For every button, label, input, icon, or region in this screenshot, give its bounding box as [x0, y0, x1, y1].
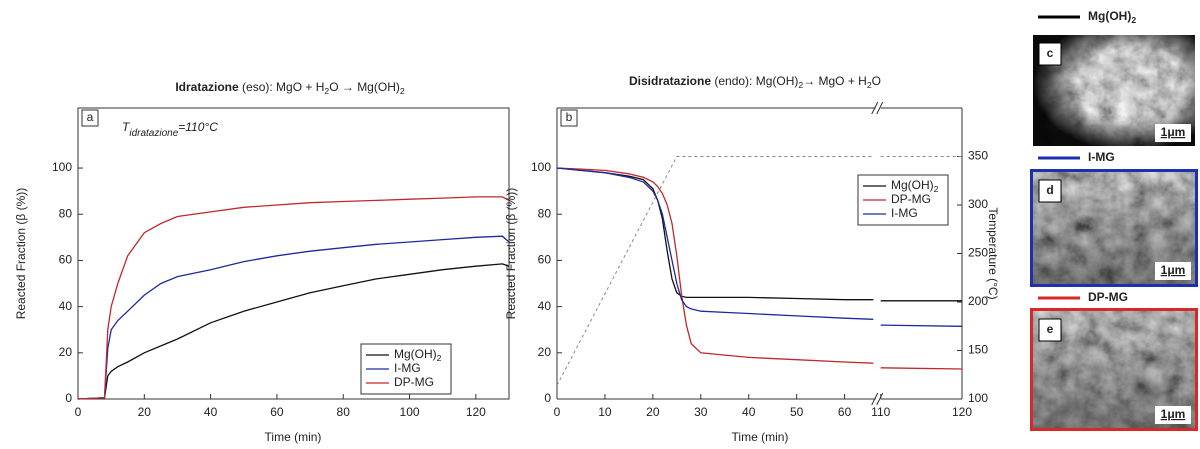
x-tick-label: 20	[646, 405, 660, 419]
x-axis-label: Time (min)	[265, 430, 322, 444]
chart-title: Idratazione (eso): MgO + H2O → Mg(OH)2	[175, 80, 405, 96]
sem-title: I-MG	[1088, 150, 1115, 164]
sem-letter-box	[1038, 42, 1062, 66]
y2-tick-label: 250	[968, 246, 988, 260]
x-tick-label: 110	[871, 405, 890, 419]
x-tick-label: 60	[270, 405, 284, 419]
x-tick-label: 50	[790, 405, 804, 419]
series-line	[556, 156, 962, 386]
annotation-subscript: idratazione	[129, 128, 178, 139]
annotation-symbol: T	[122, 120, 131, 134]
x-tick-label: 100	[400, 405, 420, 419]
x-tick-label: 0	[554, 405, 561, 419]
x-tick-label: 10	[598, 405, 612, 419]
legend-label: Mg(OH)2	[891, 178, 939, 194]
y-tick-label: 40	[538, 299, 552, 313]
x-tick-label: 40	[742, 405, 756, 419]
x-tick-label: 20	[138, 405, 152, 419]
y-tick-label: 40	[59, 299, 73, 313]
series-line	[556, 167, 963, 370]
panel-letter-box	[560, 109, 578, 127]
x-tick-label: 0	[75, 405, 82, 419]
series-line	[77, 196, 510, 400]
sem-image-border	[1030, 308, 1198, 431]
y-axis-label: Reacted Fraction (β (%))	[504, 188, 518, 320]
y-tick-label: 60	[59, 253, 73, 267]
y2-axis-label: Temperature (°C)	[986, 207, 1000, 299]
x-tick-label: 30	[694, 405, 708, 419]
y-tick-label: 80	[538, 206, 552, 220]
y-tick-label: 20	[59, 345, 73, 359]
y2-tick-label: 350	[968, 149, 988, 163]
sem-letter-box	[1038, 318, 1062, 342]
sem-scale: 1μm	[1161, 125, 1186, 139]
y2-tick-label: 300	[968, 197, 988, 211]
y2-tick-label: 150	[968, 343, 988, 357]
x-tick-label: 60	[838, 405, 852, 419]
sem-scale: 1μm	[1161, 407, 1186, 421]
x-tick-label: 120	[466, 405, 486, 419]
plot-frame	[77, 107, 510, 400]
sem-letter: e	[1047, 322, 1054, 336]
legend-label: I-MG	[394, 361, 421, 375]
sem-title: Mg(OH)2	[1088, 9, 1136, 25]
sem-scale: 1μm	[1161, 263, 1186, 277]
y-tick-label: 20	[538, 345, 552, 359]
sem-letter: c	[1047, 46, 1054, 60]
axis-break-mark	[876, 101, 884, 115]
y-tick-label: 100	[531, 160, 551, 174]
axis-break-mark	[871, 392, 879, 406]
x-tick-label: 120	[952, 405, 972, 419]
series-line	[77, 235, 510, 400]
sem-title: DP-MG	[1088, 290, 1128, 304]
y-tick-label: 0	[544, 391, 551, 405]
legend-label: DP-MG	[394, 375, 434, 389]
series-line	[556, 167, 962, 302]
annotation-text: =110°C	[178, 120, 218, 134]
legend-label: DP-MG	[891, 192, 931, 206]
panel-letter-box	[81, 109, 99, 127]
panel-letter: b	[566, 110, 573, 124]
chart-title: Disidratazione (endo): Mg(OH)2→ MgO + H2…	[629, 74, 881, 90]
x-tick-label: 80	[337, 405, 351, 419]
sem-letter: d	[1046, 183, 1053, 197]
series-line	[77, 263, 510, 400]
y-tick-label: 80	[59, 206, 73, 220]
sem-scale-box	[1155, 124, 1191, 142]
sem-scale-box	[1155, 406, 1191, 424]
y-tick-label: 60	[538, 253, 552, 267]
y-tick-label: 100	[52, 160, 72, 174]
x-axis-label: Time (min)	[732, 430, 789, 444]
y2-tick-label: 200	[968, 294, 988, 308]
sem-scale-box	[1155, 262, 1191, 280]
sem-image-border	[1030, 169, 1198, 287]
y-tick-label: 0	[65, 391, 72, 405]
axis-break-mark	[876, 392, 884, 406]
panel-letter: a	[87, 110, 94, 124]
legend-label: Mg(OH)2	[394, 347, 442, 363]
x-tick-label: 40	[204, 405, 218, 419]
y-axis-label: Reacted Fraction (β (%))	[14, 188, 28, 320]
sem-letter-box	[1038, 179, 1062, 203]
annotation: Tidratazione=110°C	[122, 120, 218, 138]
legend-label: I-MG	[891, 206, 918, 220]
series-line	[556, 167, 963, 327]
y2-tick-label: 100	[968, 391, 988, 405]
axis-break-mark	[871, 101, 879, 115]
